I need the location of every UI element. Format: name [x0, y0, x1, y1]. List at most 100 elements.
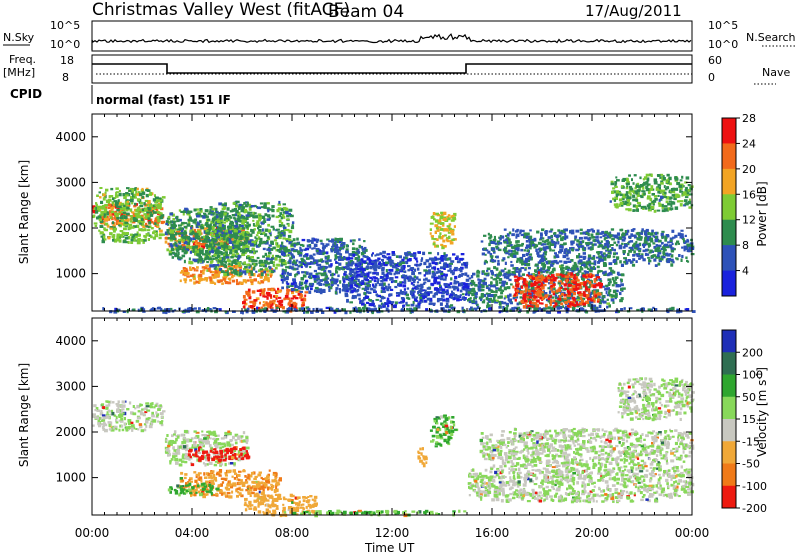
range-cell [549, 298, 553, 303]
range-cell [419, 262, 423, 266]
range-cell [637, 231, 641, 236]
range-cell [468, 289, 471, 293]
range-cell [116, 235, 120, 239]
range-cell [205, 235, 210, 239]
range-cell [330, 248, 334, 253]
range-cell [248, 259, 253, 263]
range-cell [304, 284, 307, 289]
range-cell [281, 280, 284, 284]
range-cell [392, 280, 395, 283]
range-cell [453, 238, 457, 241]
range-cell [542, 284, 547, 287]
range-cell [358, 281, 362, 285]
range-cell [599, 270, 603, 273]
range-cell [296, 237, 299, 241]
range-cell [334, 243, 339, 248]
range-cell [581, 246, 586, 250]
range-cell [208, 226, 212, 230]
range-cell [124, 203, 127, 208]
range-cell [582, 291, 586, 295]
range-cell [256, 206, 258, 209]
range-cell [390, 272, 393, 276]
range-cell [504, 295, 508, 299]
range-cell [637, 247, 642, 250]
range-cell [211, 237, 216, 240]
range-cell [286, 249, 289, 253]
range-cell [627, 241, 630, 246]
range-cell [674, 242, 678, 246]
range-cell [156, 224, 160, 228]
range-cell [487, 287, 491, 291]
range-cell [354, 257, 357, 260]
range-cell [502, 257, 506, 261]
range-cell [540, 243, 544, 246]
range-cell [356, 268, 360, 271]
range-cell [206, 240, 210, 243]
range-cell [345, 248, 349, 252]
range-cell [251, 262, 255, 266]
range-cell [211, 273, 215, 277]
range-cell [227, 267, 231, 271]
range-cell [235, 258, 239, 262]
range-cell [218, 264, 221, 268]
range-cell [593, 260, 597, 264]
range-cell [364, 285, 369, 289]
range-cell [299, 290, 303, 293]
range-cell [136, 224, 140, 228]
range-cell [524, 288, 528, 291]
range-cell [357, 258, 360, 262]
range-cell [590, 291, 595, 295]
range-cell [521, 273, 525, 276]
range-cell [347, 267, 351, 270]
range-cell [196, 214, 200, 218]
range-cell [152, 236, 156, 240]
range-cell [510, 249, 513, 253]
range-cell [596, 276, 601, 279]
range-cell [269, 261, 274, 264]
range-cell [474, 291, 478, 295]
range-cell [570, 300, 575, 304]
range-cell [300, 277, 305, 281]
range-cell [302, 262, 306, 265]
range-cell [583, 270, 587, 273]
range-cell [181, 235, 185, 238]
range-cell [261, 272, 264, 275]
range-cell [456, 260, 461, 264]
range-cell [522, 278, 527, 281]
range-cell [522, 297, 527, 301]
range-cell [352, 278, 356, 283]
range-cell [285, 276, 289, 280]
range-cell [437, 252, 440, 256]
range-cell [211, 226, 215, 230]
range-cell [209, 278, 212, 282]
range-cell [331, 280, 335, 284]
range-cell [515, 235, 518, 239]
range-cell [443, 267, 446, 270]
range-cell [374, 254, 377, 257]
range-cell [309, 266, 312, 269]
range-cell [294, 264, 298, 267]
range-cell [503, 280, 507, 284]
range-cell [621, 274, 625, 277]
range-cell [528, 296, 533, 299]
range-cell [487, 294, 492, 298]
range-cell [154, 204, 158, 207]
range-cell [312, 257, 315, 260]
range-cell [247, 293, 251, 297]
range-cell [567, 299, 570, 303]
range-cell [549, 243, 554, 246]
range-cell [527, 282, 531, 286]
range-cell [654, 249, 658, 252]
range-cell [609, 244, 614, 246]
range-cell [614, 295, 618, 298]
range-cell [381, 271, 385, 275]
range-cell [590, 298, 594, 302]
range-cell [165, 220, 169, 223]
range-cell [432, 266, 437, 269]
range-cell [222, 276, 225, 279]
range-cell [636, 237, 640, 241]
range-cell [664, 238, 668, 242]
range-cell [382, 255, 386, 258]
range-cell [510, 283, 513, 286]
range-cell [391, 253, 396, 256]
